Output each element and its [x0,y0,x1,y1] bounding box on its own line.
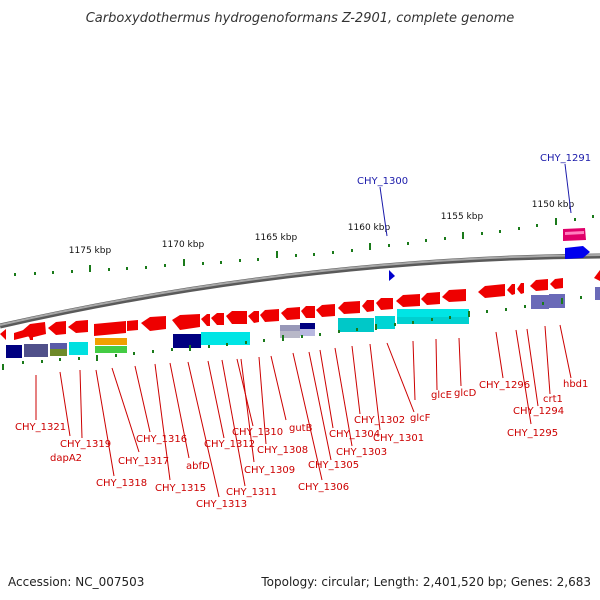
gene-label: glcD [454,388,477,399]
position-marker-icon [389,270,395,281]
gene-arrow [141,316,166,331]
gene-arrow [22,322,46,338]
gene-label: CHY_1317 [118,456,169,467]
accession-text: Accession: NC_007503 [8,575,144,589]
ruler-label-1150: 1150 kbp [532,200,575,210]
gene-arrow [281,307,300,320]
gene-arrow [248,311,259,323]
genome-backbone [0,253,600,329]
gene-label: CHY_1315 [155,483,206,494]
gene-arrow [362,300,374,312]
gene-arrow [478,284,505,298]
ruler-label-1155: 1155 kbp [441,212,484,222]
gene-arrow [396,294,420,307]
gene-label: CHY_1304 [329,429,380,440]
gene-arrow [201,314,210,326]
gene-arrow [442,289,466,302]
gene-arrow [507,284,515,295]
gene-label: CHY_1319 [60,439,111,450]
ruler-dots [14,215,594,276]
cog-category-boxes [6,287,600,358]
label-leader-lines [35,163,572,498]
gene-label: CHY_1306 [298,482,349,493]
gene-arrow [0,329,6,340]
ruler-label-1160: 1160 kbp [348,223,391,233]
genome-stats-text: Topology: circular; Length: 2,401,520 bp… [260,575,591,589]
gene-label: glcE [431,390,452,401]
gene-arrow [260,309,279,322]
gene-label: CHY_1310 [232,427,283,438]
gene-label: abfD [186,461,210,472]
gene-arrow [565,246,590,259]
gene-arrow [94,321,126,336]
gene-arrow [421,292,440,305]
gene-label: gutB [289,423,313,434]
gene-label: CHY_1312 [204,439,255,450]
reverse-strand-genes [0,270,600,340]
gene-arrow [48,321,66,335]
gene-arrow [338,301,360,314]
gene-label: dapA2 [50,453,82,464]
gene-labels: CHY_1321 CHY_1319 dapA2 CHY_1318 CHY_131… [15,153,591,510]
gene-arrow [376,298,393,310]
gene-label: glcF [410,413,431,424]
gene-label: CHY_1302 [354,415,405,426]
gene-label: CHY_1301 [373,433,424,444]
map-title: Carboxydothermus hydrogenoformans Z-2901… [86,11,515,26]
gene-label: hbd1 [563,379,588,390]
gene-arrow [530,279,548,291]
forward-strand-genes [563,228,590,259]
gene-label: crt1 [543,394,563,405]
gene-arrow [211,313,224,325]
gene-label: CHY_1313 [196,499,247,510]
gene-label: CHY_1300 [357,176,408,187]
gene-label: CHY_1294 [513,406,564,417]
gene-label: CHY_1311 [226,487,277,498]
gene-arrow [172,314,200,330]
gene-label: CHY_1291 [540,153,591,164]
gene-arrow [301,306,315,318]
ruler-label-1165: 1165 kbp [255,233,298,243]
gene-label: CHY_1309 [244,465,295,476]
gene-arrow [127,320,138,331]
gene-label: CHY_1316 [136,434,187,445]
gene-arrow [316,304,335,317]
inner-ruler-dots [2,296,582,370]
gene-label: CHY_1295 [507,428,558,439]
gene-label: CHY_1321 [15,422,66,433]
gene-label: CHY_1308 [257,445,308,456]
gene-label: CHY_1305 [308,460,359,471]
gene-arrow [517,283,524,294]
gene-arrow [594,270,600,281]
gene-arrow [226,311,247,324]
gene-label: CHY_1296 [479,380,530,391]
gene-arrow [550,278,563,289]
gene-label: CHY_1318 [96,478,147,489]
kbp-ruler: 1175 kbp 1170 kbp 1165 kbp 1160 kbp 1155… [14,200,594,276]
ruler-label-1170: 1170 kbp [162,240,205,250]
ruler-label-1175: 1175 kbp [69,246,112,256]
gene-arrow [68,320,88,333]
gene-label: CHY_1303 [336,447,387,458]
